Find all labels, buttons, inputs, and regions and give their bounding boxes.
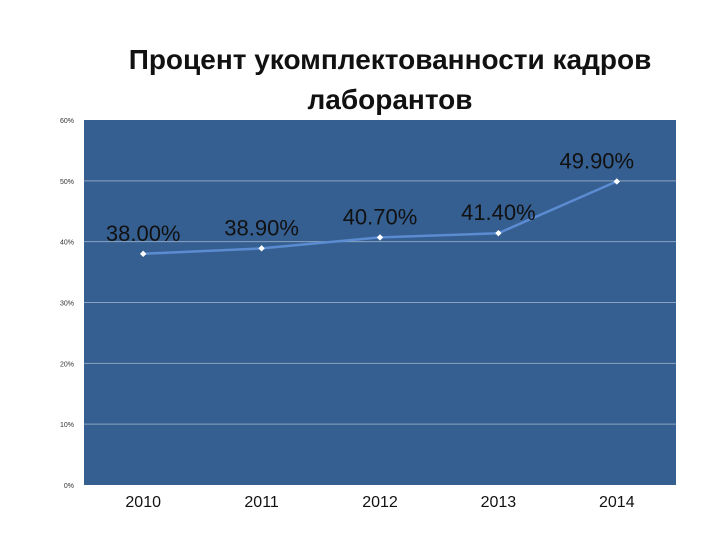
x-tick-label: 2011 (244, 494, 279, 511)
y-tick-label: 60% (60, 118, 74, 125)
chart-title-line-2: лаборантов (307, 84, 473, 115)
data-labels: 38.00% 38.90% 40.70% 41.40% 49.90% (106, 148, 634, 245)
x-tick-label: 2013 (481, 494, 517, 511)
data-point (376, 234, 384, 241)
data-label: 38.90% (224, 215, 299, 240)
y-tick-label: 20% (60, 361, 74, 368)
y-tick-label: 0% (64, 483, 74, 490)
data-markers (140, 178, 620, 258)
y-tick-label: 10% (60, 422, 74, 429)
data-point (140, 250, 147, 258)
x-tick-label: 2014 (599, 494, 635, 511)
y-tick-label: 30% (60, 301, 74, 308)
data-label: 49.90% (559, 148, 634, 173)
data-point (258, 245, 265, 252)
chart-title: Процент укомплектованности кадров лабора… (90, 40, 690, 120)
y-tick-label: 50% (60, 179, 74, 186)
x-tick-label: 2010 (125, 494, 161, 511)
x-tick-label: 2012 (362, 494, 398, 511)
data-label: 38.00% (106, 221, 181, 246)
gridlines (84, 180, 676, 425)
y-axis-ticks: 0% 10% 20% 30% 40% 50% 60% (60, 118, 74, 490)
y-tick-label: 40% (60, 240, 74, 247)
data-point (495, 229, 502, 237)
data-label: 40.70% (343, 204, 418, 229)
data-point (613, 178, 620, 185)
x-axis-ticks: 2010 2011 2012 2013 2014 (125, 494, 634, 511)
chart-title-line-1: Процент укомплектованности кадров (128, 44, 652, 75)
data-label: 41.40% (461, 200, 536, 225)
